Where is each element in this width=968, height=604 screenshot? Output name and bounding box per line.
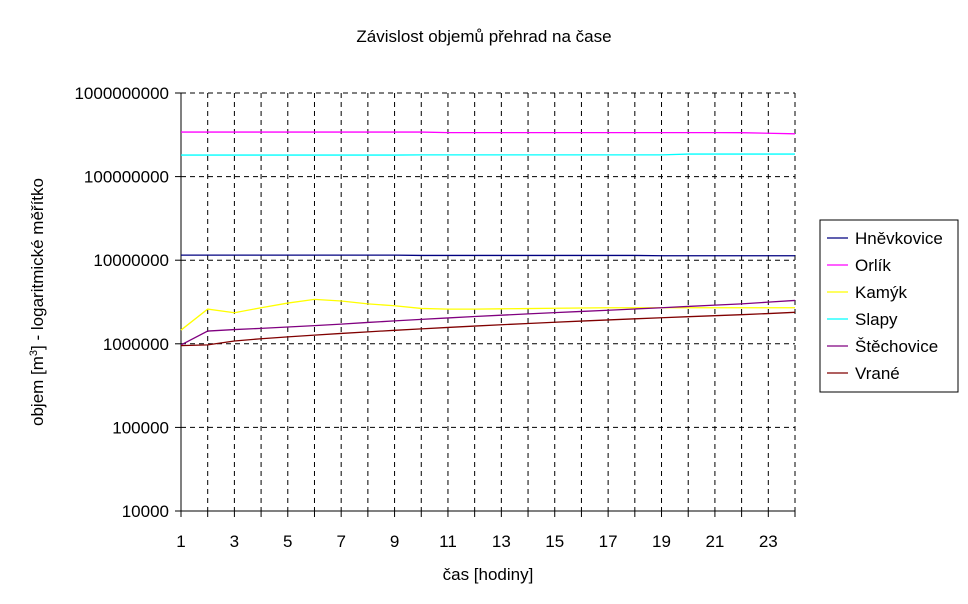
legend-label: Hněvkovice: [855, 229, 943, 248]
x-axis-label: čas [hodiny]: [443, 565, 534, 584]
y-axis-label: objem [m3] - logaritmické měřítko: [28, 178, 47, 426]
x-tick-label: 15: [545, 532, 564, 551]
series-line: [181, 131, 796, 135]
x-tick-label: 5: [283, 532, 292, 551]
series-line: [180, 299, 796, 346]
x-tick-label: 13: [492, 532, 511, 551]
legend-label: Orlík: [855, 256, 891, 275]
y-label-sup: 3: [28, 350, 40, 356]
series-line: [180, 311, 796, 347]
series-line: [181, 153, 795, 156]
x-tick-label: 17: [599, 532, 618, 551]
x-tick-label: 3: [230, 532, 239, 551]
y-tick-label: 1000000: [103, 335, 169, 354]
legend-label: Vrané: [855, 364, 900, 383]
legend-label: Slapy: [855, 310, 898, 329]
y-tick-label: 100000000: [84, 168, 169, 187]
legend-box: [819, 219, 959, 393]
y-tick-label: 10000000: [93, 251, 169, 270]
y-tick-label: 1000000000: [74, 84, 169, 103]
x-tick-label: 9: [390, 532, 399, 551]
series-line: [181, 254, 795, 257]
x-tick-label: 7: [336, 532, 345, 551]
x-tick-label: 21: [705, 532, 724, 551]
y-tick-label: 100000: [112, 418, 169, 437]
x-tick-label: 11: [439, 532, 457, 551]
chart-title: Závislost objemů přehrad na čase: [356, 27, 611, 46]
legend-label: Kamýk: [855, 283, 907, 302]
x-tick-label: 1: [176, 532, 185, 551]
y-label-text: objem [m: [28, 356, 47, 426]
x-tick-label: 23: [759, 532, 778, 551]
series-line: [180, 298, 795, 331]
y-label-text: ] - logaritmické měřítko: [28, 178, 47, 350]
legend-label: Štěchovice: [855, 337, 938, 356]
x-tick-label: 19: [652, 532, 671, 551]
y-tick-label: 10000: [122, 502, 169, 521]
